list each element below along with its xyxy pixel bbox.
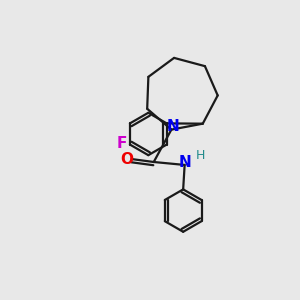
Text: O: O — [121, 152, 134, 166]
Text: N: N — [179, 155, 192, 170]
Text: F: F — [116, 136, 127, 151]
Text: N: N — [167, 119, 179, 134]
Text: H: H — [195, 149, 205, 162]
